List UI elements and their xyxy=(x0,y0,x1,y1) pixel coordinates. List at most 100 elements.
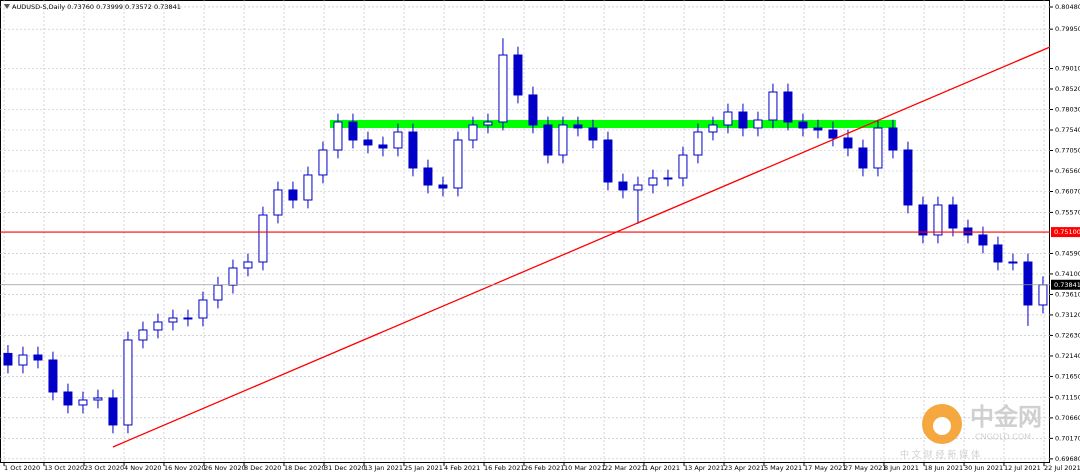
x-tick-label: 23 Apr 2021 xyxy=(724,464,764,472)
candle-body xyxy=(93,397,103,401)
y-tick-label: 0.77050 xyxy=(1055,146,1080,154)
candle-body xyxy=(948,204,958,229)
x-tick-label: 18 Dec 2020 xyxy=(284,464,326,472)
candle-body xyxy=(468,124,478,141)
candle-body xyxy=(483,121,493,126)
candle-body xyxy=(273,189,283,216)
candle-body xyxy=(828,129,838,139)
last-label: 0.73841 xyxy=(1054,281,1080,289)
candle-body xyxy=(138,329,148,341)
candle-body xyxy=(813,127,823,131)
y-tick-label: 0.76070 xyxy=(1055,188,1080,196)
candle-body xyxy=(1023,261,1033,306)
y-tick-label: 0.75570 xyxy=(1055,208,1080,216)
marks xyxy=(0,38,1051,448)
trendline xyxy=(112,46,1051,448)
x-tick-label: 18 Jun 2021 xyxy=(924,464,963,472)
candle-body xyxy=(543,124,553,156)
candle-body xyxy=(63,391,73,406)
x-tick-label: 23 Oct 2020 xyxy=(84,464,124,472)
last-label-bg xyxy=(1051,279,1080,290)
candle-body xyxy=(903,149,913,206)
x-tick-label: 26 Nov 2020 xyxy=(204,464,246,472)
candle-body xyxy=(243,261,253,269)
candle-body xyxy=(378,144,388,149)
candle-body xyxy=(588,127,598,141)
y-tick-label: 0.76560 xyxy=(1055,167,1080,175)
candle-body xyxy=(318,149,328,176)
x-tick-label: 4 Feb 2021 xyxy=(444,464,480,472)
y-tick-label: 0.80480 xyxy=(1055,3,1080,11)
y-tick-label: 0.74100 xyxy=(1055,270,1080,278)
candle-body xyxy=(168,317,178,323)
candle-body xyxy=(48,359,58,393)
candle-body xyxy=(198,299,208,319)
candle-body xyxy=(153,321,163,331)
candle-body xyxy=(633,184,643,191)
candle-body xyxy=(918,204,928,236)
x-tick-label: 13 Jan 2021 xyxy=(364,464,403,472)
candle-body xyxy=(288,189,298,201)
x-tick-label: 8 Dec 2020 xyxy=(244,464,281,472)
x-tick-label: 31 Dec 2020 xyxy=(324,464,366,472)
candle-body xyxy=(663,177,673,180)
x-tick-label: 16 Feb 2021 xyxy=(484,464,524,472)
candle-body xyxy=(528,94,538,126)
candle-body xyxy=(213,284,223,301)
y-tick-label: 0.69680 xyxy=(1055,455,1080,463)
x-tick-label: 12 Jul 2021 xyxy=(1004,464,1041,472)
candle-body xyxy=(873,127,883,169)
x-tick-label: 1 Apr 2021 xyxy=(644,464,680,472)
candle-body xyxy=(993,244,1003,263)
y-tick-label: 0.70170 xyxy=(1055,434,1080,442)
title-icon xyxy=(4,4,10,9)
y-tick-label: 0.73610 xyxy=(1055,290,1080,298)
x-tick-label: 17 May 2021 xyxy=(804,464,846,472)
candle-body xyxy=(438,184,448,189)
x-tick-label: 13 Apr 2021 xyxy=(684,464,724,472)
candle-body xyxy=(843,137,853,149)
candle-body xyxy=(108,397,118,426)
candle-body xyxy=(753,119,763,129)
x-tick-label: 5 May 2021 xyxy=(764,464,802,472)
site: CNGOLD.COM xyxy=(975,433,1031,442)
x-tick-label: 1 Oct 2020 xyxy=(4,464,40,472)
candle-body xyxy=(333,121,343,151)
hline-label-bg xyxy=(1051,227,1080,238)
candle-body xyxy=(693,131,703,156)
candle-body xyxy=(783,91,793,123)
watermark: 中金网 CNGOLD.COM 中 文 财 经 新 媒 体 xyxy=(900,403,1042,461)
hline-label: 0.75100 xyxy=(1054,228,1080,236)
candle-body xyxy=(78,399,88,406)
brand: 中金网 xyxy=(970,403,1042,431)
candle-body xyxy=(603,139,613,183)
candle-body xyxy=(3,352,13,366)
candle-body xyxy=(258,214,268,263)
candle-body xyxy=(573,124,583,129)
candle-body xyxy=(708,124,718,133)
slogan: 中 文 财 经 新 媒 体 xyxy=(900,449,980,461)
candle-body xyxy=(423,167,433,186)
x-tick-label: 4 Nov 2020 xyxy=(124,464,162,472)
y-tick-label: 0.71150 xyxy=(1055,393,1080,401)
chart-title: AUDUSD-S,Daily 0.73760 0.73999 0.73572 0… xyxy=(12,3,181,11)
x-tick-label: 27 May 2021 xyxy=(844,464,886,472)
candle-body xyxy=(408,131,418,169)
candle-body xyxy=(33,354,43,361)
candle-body xyxy=(978,234,988,246)
candle-body xyxy=(858,147,868,169)
candle-body xyxy=(1038,284,1048,306)
y-tick-label: 0.79010 xyxy=(1055,64,1080,72)
candle-body xyxy=(303,174,313,201)
x-tick-label: 16 Nov 2020 xyxy=(164,464,206,472)
candle-body xyxy=(768,91,778,121)
x-tick-label: 13 Oct 2020 xyxy=(44,464,84,472)
y-tick-label: 0.72140 xyxy=(1055,352,1080,360)
y-tick-label: 0.71650 xyxy=(1055,372,1080,380)
y-tick-label: 0.77540 xyxy=(1055,126,1080,134)
x-tick-label: 22 Jul 2021 xyxy=(1044,464,1080,472)
y-tick-label: 0.78030 xyxy=(1055,105,1080,113)
y-tick-label: 0.74590 xyxy=(1055,249,1080,257)
